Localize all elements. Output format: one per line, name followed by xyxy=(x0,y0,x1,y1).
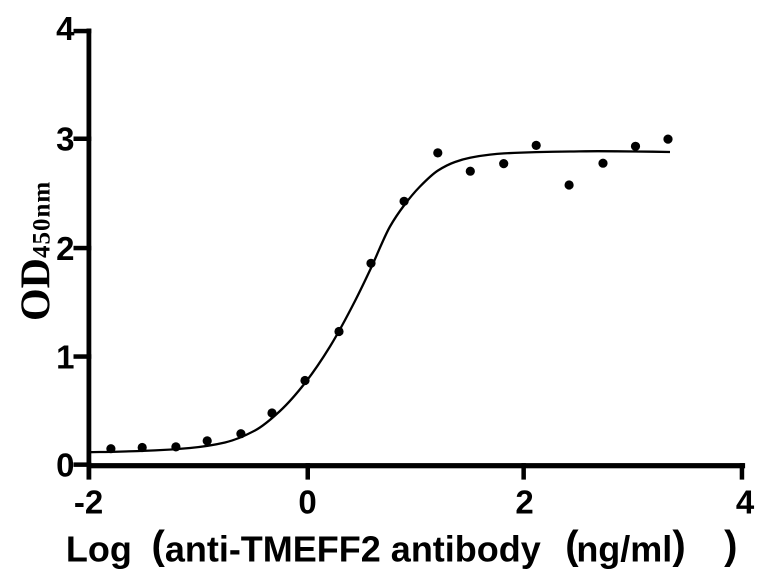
svg-text:2: 2 xyxy=(56,230,74,267)
svg-text:2: 2 xyxy=(515,483,533,520)
svg-text:0: 0 xyxy=(298,483,316,520)
svg-text:4: 4 xyxy=(56,10,75,47)
svg-text:0: 0 xyxy=(56,447,74,484)
svg-text:-2: -2 xyxy=(74,483,103,520)
svg-text:Log(anti-TMEFF2 antibody(ng/ml: Log (anti-TMEFF2 antibody (ng/ml)) xyxy=(66,523,738,569)
svg-text:OD450nm: OD450nm xyxy=(14,181,60,321)
svg-text:4: 4 xyxy=(736,483,755,520)
svg-text:3: 3 xyxy=(56,121,74,158)
svg-text:1: 1 xyxy=(56,338,74,375)
